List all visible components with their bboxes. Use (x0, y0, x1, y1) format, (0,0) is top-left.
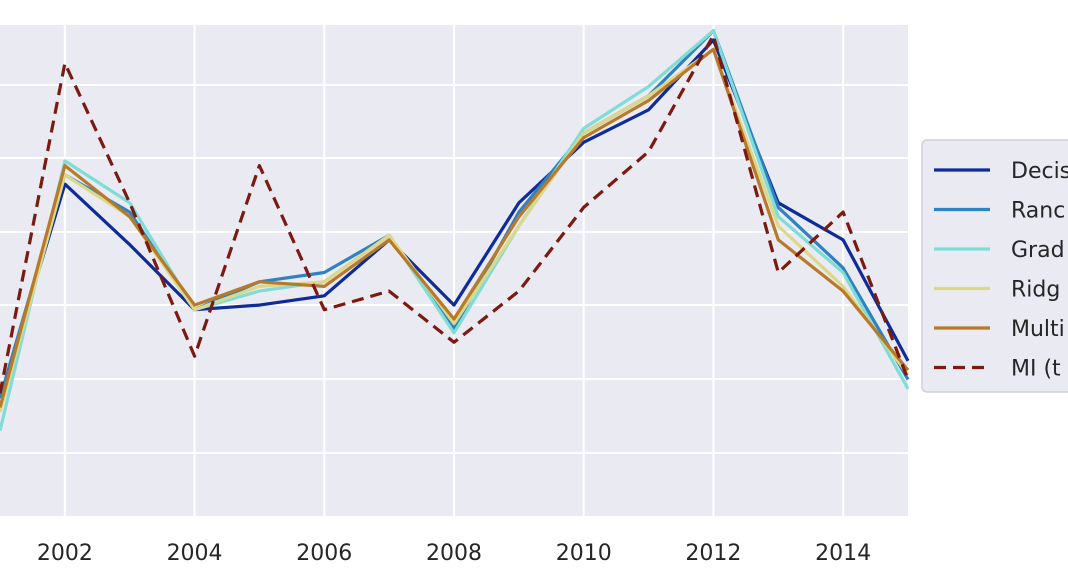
x-tick-label: 2012 (685, 541, 741, 566)
legend-label: Multi (1011, 317, 1065, 342)
series-lines (0, 29, 910, 431)
series-line (0, 47, 910, 408)
x-axis-ticks: 2002 2004 2006 2008 2010 2012 2014 (37, 541, 871, 566)
x-tick-label: 2002 (37, 541, 93, 566)
series-line (0, 33, 910, 394)
legend: Decis Ranc Grad Ridg Multi MI (t (921, 139, 1068, 393)
legend-label: MI (t (1011, 357, 1061, 382)
legend-label: Grad (1011, 238, 1065, 263)
legend-label: Ranc (1011, 199, 1065, 224)
plot-area (0, 25, 908, 516)
x-tick-label: 2014 (815, 541, 871, 566)
x-tick-label: 2010 (556, 541, 612, 566)
legend-label: Decis (1011, 159, 1068, 184)
series-line (0, 29, 910, 431)
legend-label: Ridg (1011, 278, 1060, 303)
x-tick-label: 2006 (296, 541, 352, 566)
x-tick-label: 2004 (167, 541, 223, 566)
x-tick-label: 2008 (426, 541, 482, 566)
